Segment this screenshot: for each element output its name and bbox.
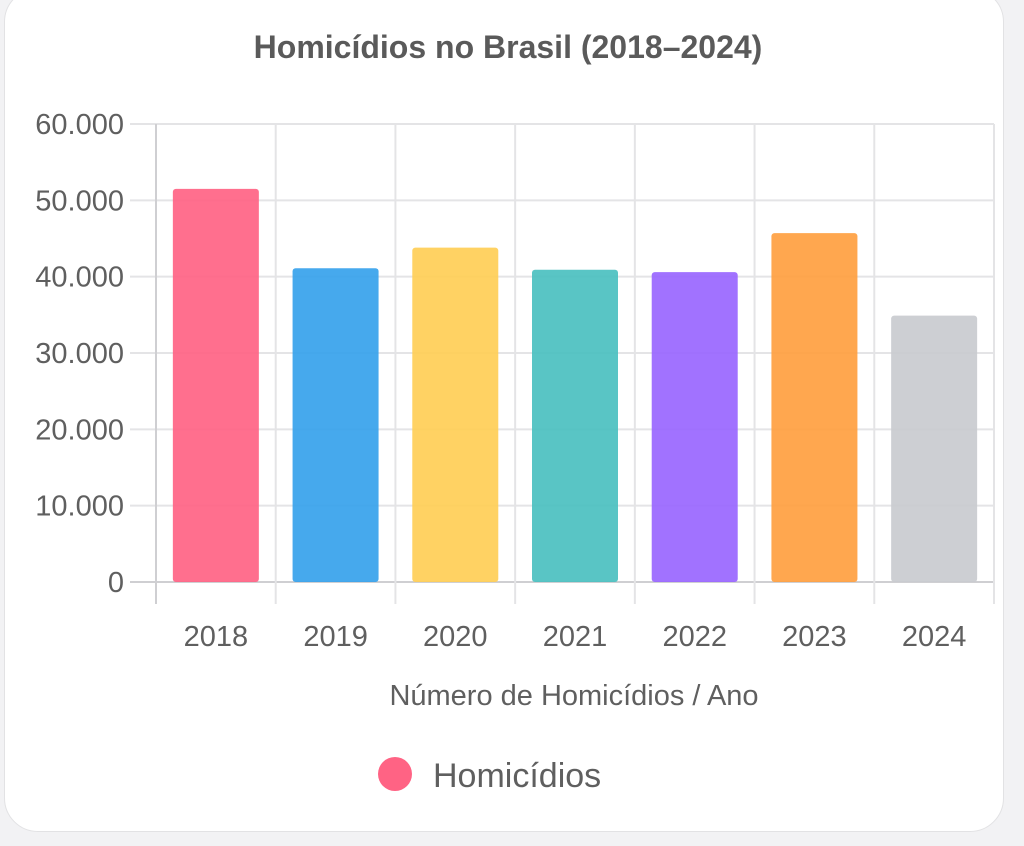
bars [172,188,978,582]
bar-2018[interactable] [172,188,259,582]
y-axis-ticks: 0 10.000 20.000 30.000 40.000 50.000 60.000 [35,109,124,599]
y-tick-label: 10.000 [35,491,124,523]
x-tick-label: 2023 [782,621,847,653]
bar-2023[interactable] [771,233,858,582]
y-tick-label: 40.000 [35,262,124,294]
legend[interactable]: Homicídios [378,757,601,795]
legend-label: Homicídios [433,757,601,795]
bar-2022[interactable] [651,272,738,582]
y-tick-label: 60.000 [35,109,124,141]
legend-swatch [378,757,412,791]
y-tick-label: 20.000 [35,414,124,446]
bar-2024[interactable] [891,315,978,582]
bar-2020[interactable] [412,247,499,582]
y-tick-label: 50.000 [35,185,124,217]
x-tick-label: 2022 [662,621,727,653]
y-tick-label: 0 [108,567,124,599]
bar-2021[interactable] [532,269,618,582]
chart-title: Homicídios no Brasil (2018–2024) [254,29,763,65]
y-tick-label: 30.000 [35,338,124,370]
x-axis-ticks: 2018 2019 2020 2021 2022 2023 2024 [184,621,967,653]
x-tick-label: 2018 [184,621,249,653]
x-tick-label: 2024 [902,621,967,653]
x-tick-label: 2020 [423,621,488,653]
x-tick-label: 2019 [303,621,368,653]
x-axis-label: Número de Homicídios / Ano [389,680,758,712]
bar-2019[interactable] [292,268,379,582]
x-tick-label: 2021 [543,621,608,653]
